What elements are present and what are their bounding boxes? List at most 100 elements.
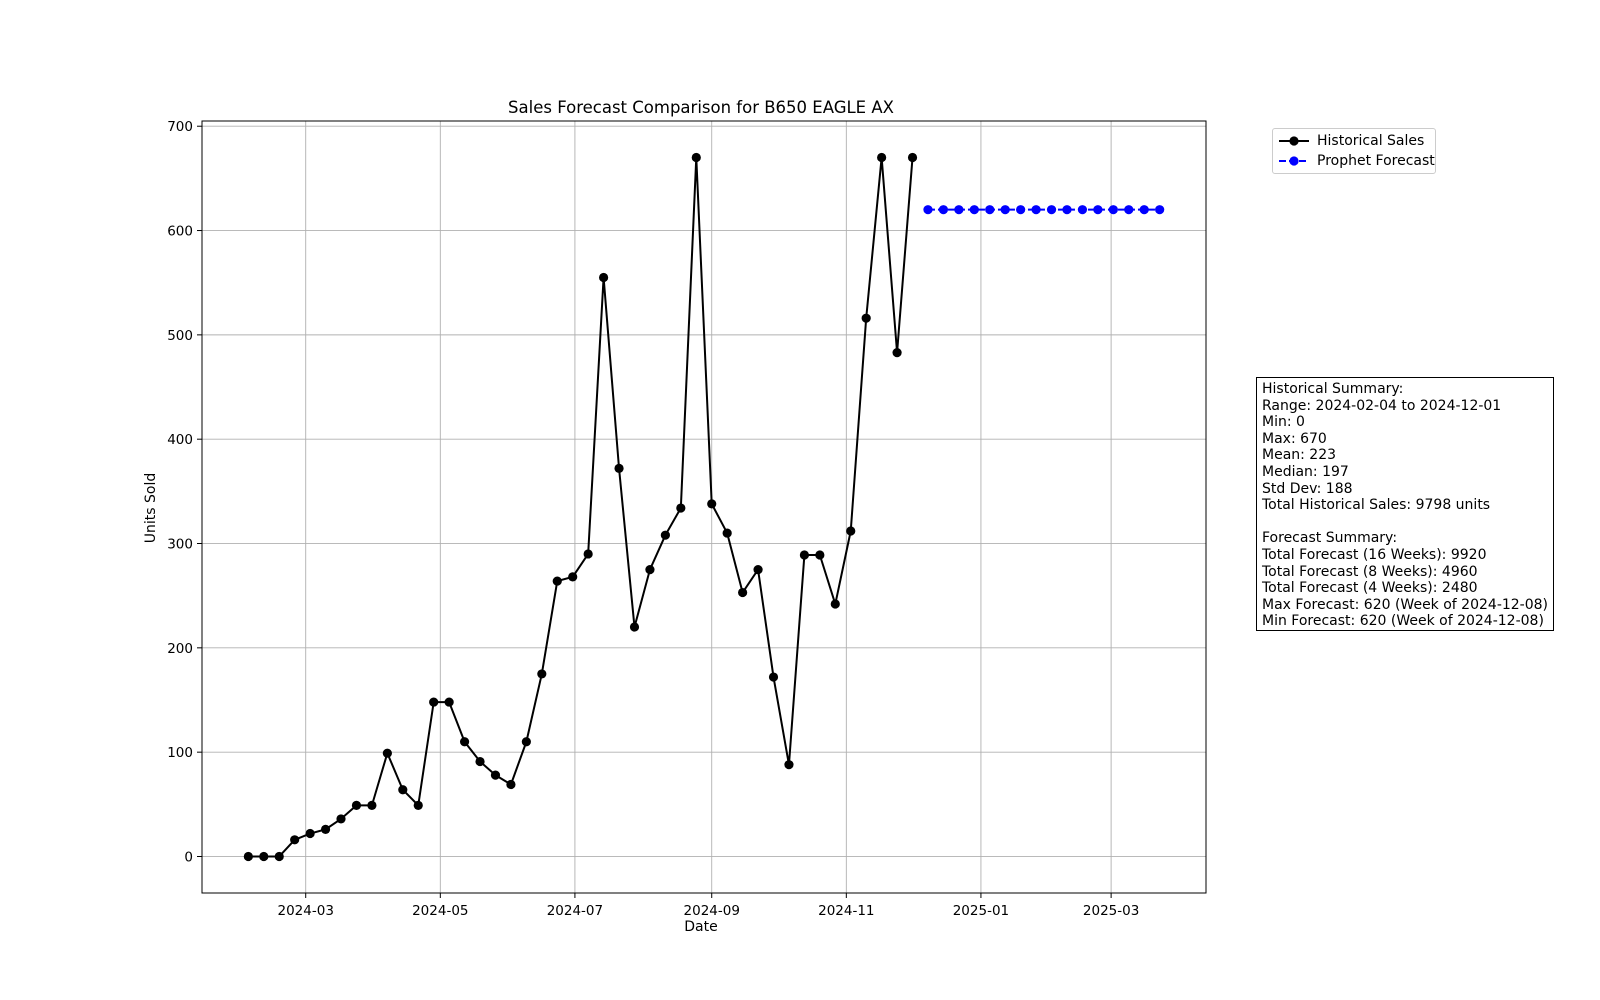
historical-point <box>614 463 624 473</box>
forecast-series <box>923 205 1165 215</box>
summary-line: Min Forecast: 620 (Week of 2024-12-08) <box>1262 613 1544 630</box>
x-tick-label: 2024-07 <box>547 903 603 919</box>
historical-point <box>907 152 918 163</box>
historical-point <box>413 800 423 810</box>
historical-point <box>521 737 531 747</box>
historical-point <box>815 550 825 560</box>
summary-line <box>1262 514 1548 531</box>
historical-point <box>305 828 315 839</box>
summary-line: Range: 2024-02-04 to 2024-12-01 <box>1262 397 1502 414</box>
historical-point <box>676 503 686 513</box>
summary-line: Total Forecast (4 Weeks): 2480 <box>1262 580 1478 597</box>
summary-line: Median: 197 <box>1262 463 1349 480</box>
historical-point <box>243 851 253 862</box>
summary-box: Historical Summary: Range: 2024-02-04 to… <box>1256 377 1554 631</box>
historical-point <box>583 549 593 559</box>
historical-point <box>799 550 810 560</box>
forecast-point <box>1031 205 1041 215</box>
grid <box>202 121 1206 893</box>
historical-point <box>722 528 732 538</box>
forecast-point <box>1046 205 1057 215</box>
historical-point <box>629 622 640 632</box>
historical-point <box>846 526 856 536</box>
historical-point <box>459 737 470 747</box>
historical-point <box>568 572 578 582</box>
forecast-point <box>1108 205 1118 215</box>
summary-line: Total Forecast (8 Weeks): 4960 <box>1262 563 1478 580</box>
legend-item-forecast: Prophet Forecast <box>1277 151 1435 171</box>
x-tick-label: 2024-11 <box>818 903 874 919</box>
forecast-point <box>1155 205 1165 215</box>
historical-point <box>599 272 609 283</box>
historical-point <box>784 760 794 770</box>
y-tick-label: 100 <box>167 745 193 761</box>
summary-line: Total Forecast (16 Weeks): 9920 <box>1262 546 1487 563</box>
historical-point <box>274 851 284 862</box>
historical-point <box>367 800 377 810</box>
historical-series <box>243 152 918 862</box>
legend-label-forecast: Prophet Forecast <box>1317 153 1435 169</box>
historical-point <box>877 152 887 163</box>
forecast-point <box>1016 205 1026 215</box>
y-tick-label: 500 <box>167 328 193 344</box>
summary-line: Forecast Summary: <box>1262 530 1398 547</box>
legend: Historical Sales Prophet Forecast <box>1272 128 1436 174</box>
summary-line: Min: 0 <box>1262 414 1305 431</box>
forecast-point <box>1124 205 1134 215</box>
legend-swatch-forecast <box>1277 153 1311 169</box>
y-tick-label: 600 <box>167 224 193 240</box>
historical-point <box>320 824 331 834</box>
historical-point <box>691 152 701 163</box>
forecast-point <box>985 205 995 215</box>
forecast-point <box>923 205 933 215</box>
summary-line: Max Forecast: 620 (Week of 2024-12-08) <box>1262 596 1549 613</box>
historical-point <box>552 576 562 586</box>
x-tick-label: 2024-09 <box>684 903 740 919</box>
historical-point <box>537 669 547 679</box>
historical-point <box>382 748 392 758</box>
forecast-point <box>1062 205 1072 215</box>
forecast-point <box>938 205 949 215</box>
y-tick-label: 700 <box>167 119 193 135</box>
historical-point <box>336 814 346 824</box>
series-layer <box>243 152 1165 862</box>
summary-line: Historical Summary: <box>1262 381 1404 397</box>
x-tick-label: 2025-01 <box>953 903 1009 919</box>
x-tick-label: 2025-03 <box>1083 903 1139 919</box>
historical-point <box>892 348 902 358</box>
legend-label-historical: Historical Sales <box>1317 133 1425 149</box>
chart-title: Sales Forecast Comparison for B650 EAGLE… <box>508 98 894 117</box>
forecast-point <box>1077 205 1088 215</box>
forecast-point <box>969 205 979 215</box>
summary-line: Std Dev: 188 <box>1262 480 1353 497</box>
y-tick-label: 0 <box>184 849 193 865</box>
summary-line: Mean: 223 <box>1262 447 1337 464</box>
x-tick-label: 2024-03 <box>278 903 334 919</box>
historical-point <box>738 587 748 598</box>
y-tick-label: 300 <box>167 537 193 553</box>
legend-item-historical: Historical Sales <box>1277 131 1424 151</box>
y-tick-label: 400 <box>167 432 193 448</box>
forecast-point <box>1139 205 1149 215</box>
historical-point <box>475 756 485 767</box>
historical-point <box>290 835 300 845</box>
historical-point <box>830 599 840 609</box>
historical-point <box>429 697 439 707</box>
x-axis-label: Date <box>684 919 717 935</box>
historical-point <box>398 785 408 795</box>
historical-point <box>660 530 670 540</box>
historical-point <box>259 851 269 862</box>
historical-point <box>861 313 871 323</box>
historical-point <box>506 779 516 790</box>
forecast-point <box>1093 205 1103 215</box>
plot-frame <box>201 120 1207 894</box>
historical-point <box>768 672 779 682</box>
forecast-point <box>1000 205 1010 215</box>
legend-swatch-historical <box>1277 133 1311 149</box>
historical-line <box>248 156 914 858</box>
summary-line: Max: 670 <box>1262 430 1327 447</box>
axes: 0 100 200 300 400 500 600 700 2024-03 2024-05 2024… <box>167 119 1207 919</box>
historical-point <box>753 564 763 575</box>
forecast-point <box>954 205 964 215</box>
